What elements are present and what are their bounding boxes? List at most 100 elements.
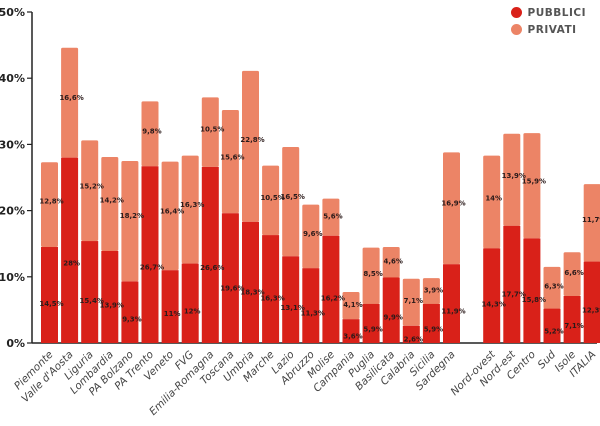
bar-pubblici (221, 213, 239, 343)
bar-privati (523, 133, 541, 239)
bar-pubblici (342, 319, 360, 343)
bars (41, 47, 600, 343)
bar-pubblici (583, 261, 600, 343)
value-label-pubblici: 19,6% (220, 285, 244, 293)
value-label-pubblici: 14,3% (482, 300, 506, 308)
bar-pubblici (443, 264, 460, 343)
legend: PUBBLICI PRIVATI (510, 4, 586, 38)
value-label-pubblici: 2,6% (404, 335, 423, 343)
bar-pubblici (483, 248, 501, 343)
value-labels: 14,5% 12,8% 28% 16,6% 15,4% 15,2% 13,9% 14,2% 9,… (39, 94, 600, 343)
bar-pubblici (121, 281, 139, 343)
value-label-pubblici: 17,7% (502, 290, 526, 298)
bar-privati (282, 147, 300, 257)
legend-swatch-privati (510, 24, 522, 35)
bar-pubblici (382, 277, 400, 343)
value-label-privati: 6,3% (544, 283, 563, 291)
bar-privati (201, 97, 219, 167)
legend-swatch-pubblici (510, 7, 522, 18)
y-tick-label: 20% (0, 205, 25, 218)
value-label-pubblici: 16,2% (321, 295, 345, 303)
bar-pubblici (81, 241, 99, 343)
bar-pubblici (181, 263, 199, 343)
bar-privati (342, 292, 360, 320)
value-label-privati: 7,1% (404, 297, 423, 305)
value-label-pubblici: 11% (164, 310, 181, 318)
bar-privati (61, 47, 79, 158)
bar-privati (161, 161, 179, 271)
bar-privati (422, 278, 440, 304)
value-label-privati: 13,9% (502, 172, 526, 180)
bar-privati (443, 152, 460, 265)
bar-pubblici (161, 270, 179, 343)
bar-privati (543, 266, 561, 309)
bar-pubblici (402, 325, 420, 343)
bar-pubblici (503, 225, 521, 343)
y-tick-label: 40% (0, 72, 25, 85)
value-label-privati: 9,6% (303, 230, 322, 238)
value-label-privati: 14% (485, 194, 502, 202)
value-label-pubblici: 13,9% (100, 302, 124, 310)
bar-pubblici (362, 303, 380, 343)
value-label-privati: 8,5% (363, 270, 382, 278)
bar-pubblici (141, 166, 159, 343)
value-label-pubblici: 5,9% (424, 325, 443, 333)
value-label-privati: 4,6% (383, 258, 402, 266)
value-label-privati: 22,8% (240, 136, 264, 144)
value-label-privati: 12,8% (39, 197, 63, 205)
bar-privati (41, 162, 58, 248)
bar-privati (221, 109, 239, 214)
value-label-privati: 10,5% (200, 126, 224, 134)
value-label-pubblici: 9,3% (122, 315, 141, 323)
bar-privati (81, 140, 99, 242)
value-label-privati: 16,3% (180, 201, 204, 209)
bar-pubblici (282, 256, 300, 343)
bar-privati (141, 101, 159, 167)
value-label-privati: 15,6% (220, 153, 244, 161)
bar-privati (322, 198, 340, 236)
value-label-pubblici: 15,8% (522, 296, 546, 304)
bar-pubblici (543, 308, 561, 343)
y-tick-label: 10% (0, 271, 25, 284)
bar-pubblici (41, 247, 58, 343)
value-label-privati: 16,9% (441, 200, 465, 208)
y-tick-label: 50% (0, 6, 25, 19)
bar-privati (402, 278, 420, 326)
value-label-pubblici: 7,1% (564, 322, 583, 330)
value-label-pubblici: 13,1% (281, 304, 305, 312)
value-label-pubblici: 3,6% (343, 332, 362, 340)
bar-pubblici (242, 221, 259, 343)
bar-privati (563, 252, 581, 296)
bar-privati (181, 155, 199, 264)
bar-privati (382, 247, 400, 278)
y-tick-label: 0% (6, 337, 25, 350)
value-label-privati: 14,2% (100, 196, 124, 204)
value-label-pubblici: 5,2% (544, 328, 563, 336)
value-label-privati: 4,1% (343, 301, 362, 309)
value-label-privati: 16,4% (160, 207, 184, 215)
bar-privati (362, 247, 380, 304)
value-label-privati: 11,7% (582, 216, 600, 224)
value-label-privati: 18,2% (120, 212, 144, 220)
bar-privati (583, 184, 600, 262)
bar-pubblici (523, 238, 541, 343)
bar-privati (121, 160, 139, 282)
value-label-privati: 5,6% (323, 212, 342, 220)
bar-pubblici (563, 295, 581, 343)
bar-pubblici (262, 235, 280, 343)
bar-privati (503, 133, 521, 226)
y-tick-label: 30% (0, 138, 25, 151)
legend-label-pubblici: PUBBLICI (527, 6, 586, 19)
bar-pubblici (322, 235, 340, 343)
value-label-pubblici: 26,7% (140, 263, 164, 271)
legend-item-privati: PRIVATI (510, 21, 586, 38)
value-label-privati: 3,9% (424, 287, 443, 295)
value-label-privati: 6,6% (564, 269, 583, 277)
value-label-pubblici: 16,3% (260, 294, 284, 302)
bar-privati (262, 165, 280, 236)
value-label-pubblici: 28% (63, 260, 80, 268)
bar-privati (242, 70, 259, 222)
value-label-privati: 16,6% (59, 94, 83, 102)
